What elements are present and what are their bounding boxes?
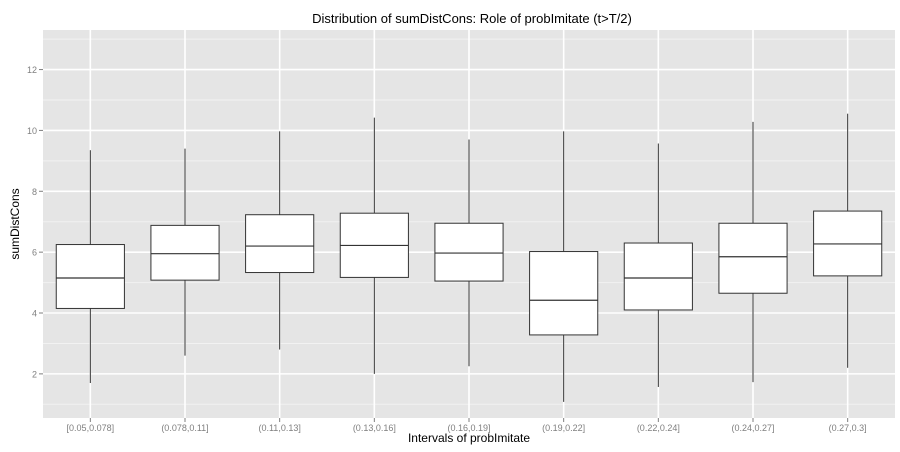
chart-title: Distribution of sumDistCons: Role of pro… bbox=[312, 11, 632, 26]
box-3 bbox=[339, 117, 409, 374]
box-8 bbox=[813, 113, 883, 368]
box-4 bbox=[434, 139, 504, 367]
y-tick-label: 10 bbox=[27, 126, 37, 136]
x-tick-label: (0.13,0.16] bbox=[353, 423, 396, 433]
iqr-box bbox=[245, 214, 315, 274]
box-6 bbox=[623, 143, 693, 387]
iqr-box bbox=[434, 222, 504, 282]
box-0 bbox=[55, 150, 125, 384]
box-5 bbox=[529, 131, 599, 402]
y-axis-title: sumDistCons bbox=[8, 188, 22, 259]
iqr-box bbox=[529, 251, 599, 336]
iqr-box bbox=[150, 224, 220, 281]
iqr-box bbox=[55, 244, 125, 309]
x-tick-label: (0.27,0.3] bbox=[829, 423, 867, 433]
x-tick-label: (0.11,0.13] bbox=[258, 423, 300, 433]
x-tick-label: (0.16,0.19] bbox=[447, 423, 490, 433]
x-tick-label: (0.24,0.27] bbox=[731, 423, 774, 433]
y-tick-label: 6 bbox=[32, 248, 37, 258]
y-tick-label: 12 bbox=[27, 65, 37, 75]
x-axis-title: Intervals of probImitate bbox=[408, 431, 530, 445]
box-2 bbox=[245, 131, 315, 350]
y-tick-label: 2 bbox=[32, 369, 37, 379]
y-axis-ticks: 2 4 6 8 10 12 bbox=[27, 65, 43, 379]
y-tick-label: 4 bbox=[32, 309, 37, 319]
x-axis-ticks: [0.05,0.078] (0.078,0.11] (0.11,0.13] (0.13… bbox=[67, 418, 867, 433]
y-tick-label: 8 bbox=[32, 187, 37, 197]
box-layer bbox=[55, 113, 883, 402]
box-7 bbox=[718, 121, 788, 383]
box-1 bbox=[150, 148, 220, 356]
x-tick-label: [0.05,0.078] bbox=[67, 423, 115, 433]
x-tick-label: (0.078,0.11] bbox=[161, 423, 208, 433]
x-tick-label: (0.19,0.22] bbox=[542, 423, 585, 433]
iqr-box bbox=[623, 242, 693, 311]
iqr-box bbox=[718, 222, 788, 294]
x-tick-label: (0.22,0.24] bbox=[637, 423, 680, 433]
